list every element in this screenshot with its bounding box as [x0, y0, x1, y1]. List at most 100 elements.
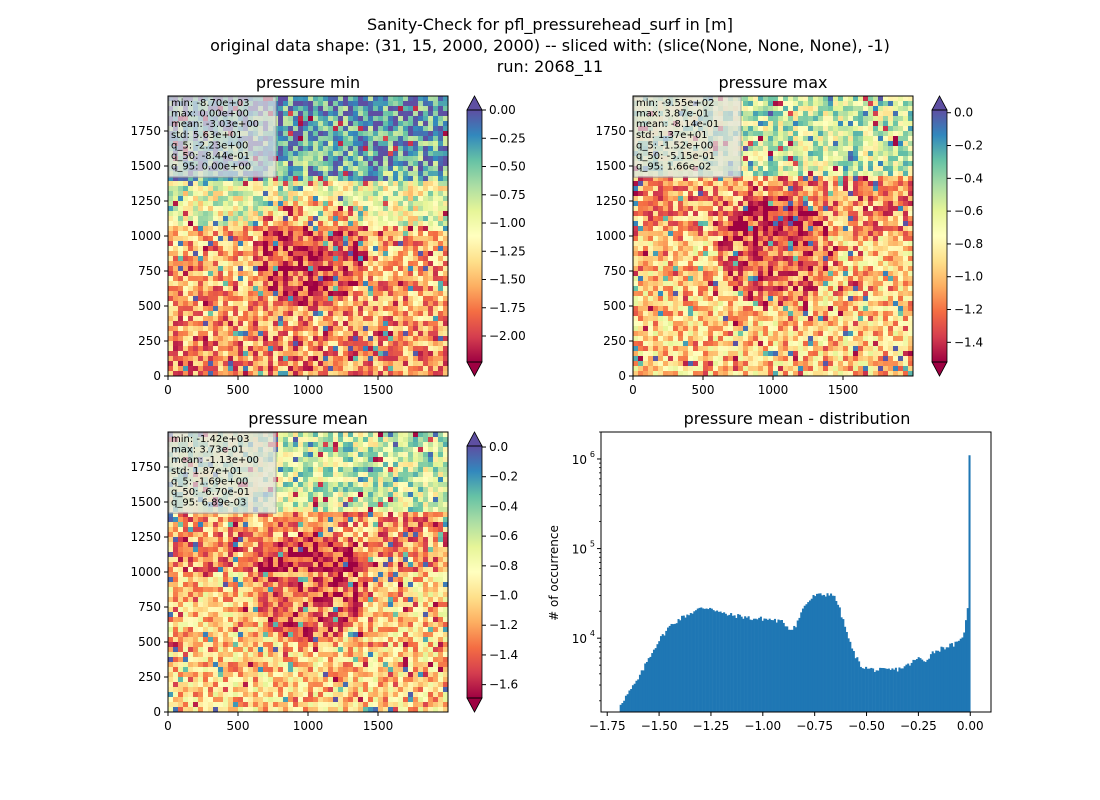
- y-tick-label: 250: [138, 334, 161, 348]
- histogram-bar: [910, 662, 913, 712]
- y-tick-label: 1500: [130, 495, 161, 509]
- histogram-bar: [914, 660, 917, 712]
- histogram-bar: [721, 613, 724, 712]
- histogram-bar: [891, 668, 894, 712]
- x-tick-label: 1500: [828, 383, 859, 397]
- y-tick-label: 500: [138, 299, 161, 313]
- histogram-bar: [896, 671, 899, 712]
- colorbar-tick-label: −1.2: [489, 618, 518, 632]
- colorbar-tick-label: −1.50: [489, 273, 526, 287]
- histogram-bar: [626, 694, 629, 712]
- histogram-bar: [693, 611, 696, 712]
- histogram-bar: [858, 661, 861, 712]
- histogram-bar: [656, 644, 659, 712]
- y-tick-label-exponent: 5: [590, 540, 595, 549]
- y-tick-label: 10: [572, 453, 587, 467]
- histogram-bar: [873, 671, 876, 712]
- colorbar-tick-label: −1.0: [489, 589, 518, 603]
- stats-line: max: 0.00e+00: [171, 109, 249, 120]
- y-tick-label: 1750: [595, 124, 626, 138]
- histogram-bar: [882, 668, 885, 712]
- histogram-bar: [654, 648, 657, 712]
- histogram-bar: [921, 659, 924, 712]
- histogram-bar: [908, 665, 911, 712]
- y-tick-label: 1250: [595, 194, 626, 208]
- y-tick-label: 1500: [595, 159, 626, 173]
- y-tick-label: 0: [153, 369, 161, 383]
- histogram-bar: [924, 661, 927, 712]
- colorbar-tick-label: −0.2: [954, 139, 983, 153]
- histogram-bar: [893, 669, 896, 712]
- histogram-bar: [717, 611, 720, 712]
- histogram-bar: [628, 690, 631, 712]
- x-tick-label: 1000: [758, 383, 789, 397]
- histogram-bar: [837, 604, 840, 712]
- histogram-bar: [709, 607, 712, 712]
- x-tick-label: 500: [692, 383, 715, 397]
- histogram-bar: [635, 680, 638, 712]
- histogram-bar: [691, 613, 694, 712]
- colorbar-extend-bottom: [931, 361, 948, 377]
- y-tick-label: 250: [138, 670, 161, 684]
- histogram-bar: [824, 596, 827, 712]
- histogram-bar: [705, 608, 708, 712]
- histogram-bar: [903, 666, 906, 712]
- histogram-bar: [835, 601, 838, 712]
- panel-title: pressure mean - distribution: [684, 409, 911, 428]
- histogram-bar: [688, 615, 691, 712]
- histogram-bar: [689, 613, 692, 712]
- x-tick-label: 0.00: [957, 719, 984, 733]
- histogram-bar: [659, 636, 663, 712]
- histogram-bar: [856, 657, 859, 712]
- histogram-bar: [786, 626, 789, 712]
- histogram-bar: [912, 659, 915, 712]
- stats-line: mean: -8.14e-01: [636, 119, 719, 130]
- colorbar-extend-bottom: [466, 361, 483, 377]
- histogram-bar: [698, 607, 701, 712]
- x-tick-label: 1500: [363, 383, 394, 397]
- colorbar-tick-label: −1.00: [489, 216, 526, 230]
- colorbar-tick-label: −1.6: [489, 678, 518, 692]
- histogram-bar: [796, 620, 799, 712]
- histogram-bar: [754, 618, 757, 712]
- x-tick-label: 500: [227, 383, 250, 397]
- histogram-bar: [777, 619, 780, 712]
- histogram-bar: [803, 605, 806, 712]
- histogram-bar: [838, 607, 841, 712]
- histogram-bar: [723, 612, 726, 712]
- y-tick-label: 1750: [130, 124, 161, 138]
- y-tick-label: 1000: [130, 565, 161, 579]
- histogram-bar: [640, 670, 643, 712]
- histogram-bar: [812, 595, 815, 712]
- histogram-bar: [898, 667, 901, 712]
- histogram-bar: [884, 668, 887, 712]
- histogram-bar: [859, 666, 862, 712]
- histogram-bar: [949, 643, 952, 712]
- histogram-bar: [665, 630, 668, 712]
- histogram-bar: [808, 600, 812, 712]
- histogram-bar: [738, 614, 741, 712]
- histogram-bar: [726, 615, 729, 712]
- stats-line: q_95: 0.00e+00: [171, 162, 251, 173]
- histogram-bar: [805, 604, 808, 712]
- histogram-bars: [619, 455, 971, 712]
- histogram-bar: [658, 641, 661, 712]
- histogram-bar: [763, 618, 766, 712]
- histogram-bar: [938, 651, 941, 712]
- x-tick-label: 0: [164, 719, 172, 733]
- stats-line: std: 5.63e+01: [171, 130, 243, 141]
- stats-line: max: 3.73e-01: [171, 445, 244, 456]
- panel-title: pressure min: [256, 73, 360, 92]
- heatmap-panel-pressure-mean: pressure mean 0 500 1000 1500 0 250 500 750 1000…: [130, 409, 518, 733]
- colorbar-tick-label: −1.0: [954, 270, 983, 284]
- x-tick-label: 0: [629, 383, 637, 397]
- histogram-bar: [670, 623, 673, 712]
- x-tick-label: −0.50: [848, 719, 885, 733]
- histogram-bar: [730, 613, 733, 712]
- figure-title-line-1: Sanity-Check for pfl_pressurehead_surf i…: [367, 15, 733, 35]
- histogram-bar: [758, 617, 761, 712]
- histogram-bar: [703, 608, 706, 712]
- figure-title-line-2: original data shape: (31, 15, 2000, 2000…: [210, 36, 890, 55]
- histogram-bar: [849, 641, 852, 712]
- colorbar-frame: [931, 109, 948, 363]
